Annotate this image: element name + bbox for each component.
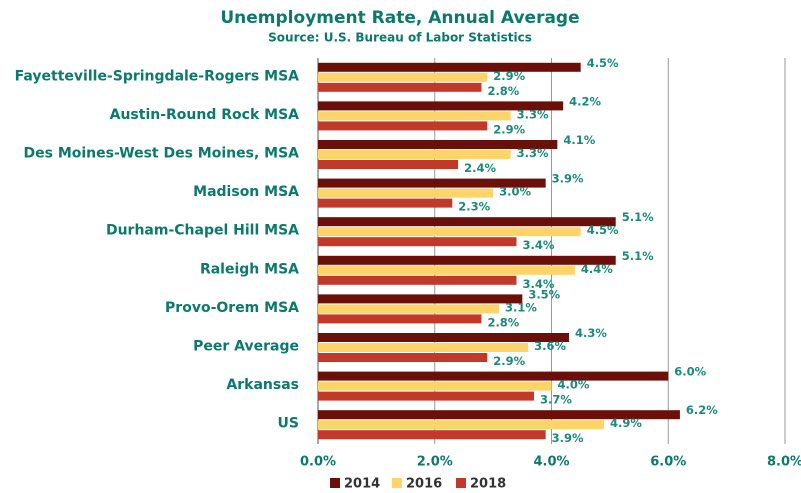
value-label: 3.4%	[522, 277, 554, 291]
value-label: 3.0%	[499, 185, 531, 199]
bar	[318, 198, 453, 208]
bar	[318, 371, 669, 381]
value-label: 3.6%	[534, 339, 566, 353]
value-label: 2.8%	[487, 84, 519, 98]
value-label: 2.9%	[493, 354, 525, 368]
value-label: 4.1%	[563, 133, 595, 147]
bar	[318, 353, 488, 362]
chart-title: Unemployment Rate, Annual Average	[220, 8, 579, 28]
bar	[318, 410, 680, 420]
x-tick-label: 6.0%	[650, 455, 686, 470]
value-label: 5.1%	[622, 210, 654, 224]
value-label: 2.9%	[493, 69, 525, 83]
bar	[318, 217, 616, 227]
bar	[318, 188, 494, 198]
y-tick-label: Fayetteville-Springdale-Rogers MSA	[15, 68, 299, 84]
bar	[318, 265, 575, 275]
bar	[318, 343, 529, 352]
bar	[318, 140, 558, 149]
value-label: 4.5%	[587, 56, 619, 70]
bar	[318, 72, 488, 82]
value-label: 4.3%	[575, 326, 607, 340]
y-tick-label: Madison MSA	[193, 184, 299, 200]
y-tick-label: Peer Average	[193, 339, 299, 355]
y-tick-label: Raleigh MSA	[200, 261, 299, 277]
bar	[318, 430, 546, 440]
bar	[318, 150, 511, 159]
x-tick-label: 2.0%	[417, 455, 453, 470]
y-tick-label: Durham-Chapel Hill MSA	[106, 223, 299, 239]
y-tick-label: Austin-Round Rock MSA	[110, 107, 300, 123]
value-label: 4.9%	[610, 416, 642, 430]
legend-swatch	[330, 478, 340, 488]
value-label: 3.3%	[517, 146, 549, 160]
value-label: 3.3%	[517, 107, 549, 121]
x-tick-label: 8.0%	[767, 455, 801, 470]
value-label: 4.5%	[587, 223, 619, 237]
value-label: 2.9%	[493, 122, 525, 136]
bar	[318, 227, 581, 237]
value-label: 4.0%	[558, 378, 590, 392]
bar	[318, 121, 488, 131]
y-tick-label: Arkansas	[226, 377, 299, 393]
value-label: 3.5%	[528, 287, 560, 301]
x-tick-label: 4.0%	[533, 455, 569, 470]
x-tick-label: 0.0%	[300, 455, 336, 470]
legend-label: 2018	[470, 477, 506, 492]
value-label: 6.0%	[674, 365, 706, 379]
bar	[318, 275, 517, 285]
y-tick-label: US	[278, 416, 299, 432]
value-label: 2.4%	[464, 161, 496, 175]
value-label: 4.4%	[581, 262, 613, 276]
legend-swatch	[392, 478, 402, 488]
bar	[318, 82, 482, 92]
y-tick-label: Provo-Orem MSA	[165, 300, 299, 316]
value-label: 2.8%	[487, 315, 519, 329]
chart-subtitle: Source: U.S. Bureau of Labor Statistics	[268, 31, 532, 45]
bar	[318, 101, 564, 111]
bar	[318, 391, 534, 401]
value-label: 3.4%	[522, 238, 554, 252]
bar	[318, 420, 605, 430]
bar	[318, 160, 459, 169]
legend-swatch	[456, 478, 466, 488]
bar	[318, 314, 482, 324]
value-label: 5.1%	[622, 249, 654, 263]
value-label: 4.2%	[569, 94, 601, 108]
legend-label: 2016	[406, 477, 442, 492]
bar	[318, 333, 570, 342]
bar	[318, 62, 581, 72]
bar	[318, 237, 517, 247]
bar	[318, 111, 511, 121]
value-label: 6.2%	[686, 403, 718, 417]
value-label: 3.7%	[540, 393, 572, 407]
bar	[318, 178, 546, 188]
bar	[318, 381, 552, 391]
value-label: 3.9%	[552, 431, 584, 445]
y-tick-label: Des Moines-West Des Moines, MSA	[24, 146, 300, 162]
value-label: 2.3%	[458, 200, 490, 214]
bar	[318, 294, 523, 304]
bar	[318, 304, 499, 314]
legend-label: 2014	[344, 477, 380, 492]
value-label: 3.1%	[505, 300, 537, 314]
value-label: 3.9%	[552, 172, 584, 186]
bar	[318, 255, 616, 265]
